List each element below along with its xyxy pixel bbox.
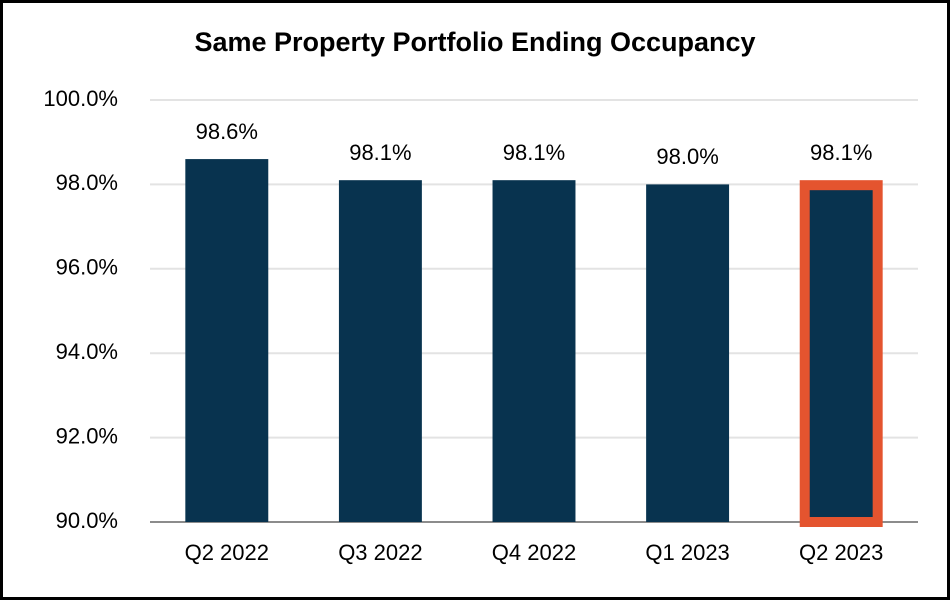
bar [185, 159, 269, 522]
bar [492, 180, 576, 522]
data-label: 98.1% [810, 140, 872, 165]
y-tick-label: 92.0% [56, 423, 118, 448]
x-tick-label: Q2 2023 [799, 540, 883, 565]
data-label: 98.1% [349, 140, 411, 165]
x-tick-label: Q4 2022 [492, 540, 576, 565]
x-tick-label: Q1 2023 [645, 540, 729, 565]
data-label: 98.0% [656, 144, 718, 169]
bar [338, 180, 422, 522]
y-tick-label: 96.0% [56, 255, 118, 280]
bar [646, 184, 730, 522]
y-tick-label: 100.0% [43, 86, 118, 111]
chart-title: Same Property Portfolio Ending Occupancy [194, 27, 755, 57]
y-tick-label: 94.0% [56, 339, 118, 364]
bar [799, 180, 883, 527]
data-label: 98.6% [196, 119, 258, 144]
y-tick-label: 90.0% [56, 508, 118, 533]
y-tick-label: 98.0% [56, 170, 118, 195]
data-label: 98.1% [503, 140, 565, 165]
x-tick-label: Q2 2022 [185, 540, 269, 565]
x-tick-label: Q3 2022 [338, 540, 422, 565]
